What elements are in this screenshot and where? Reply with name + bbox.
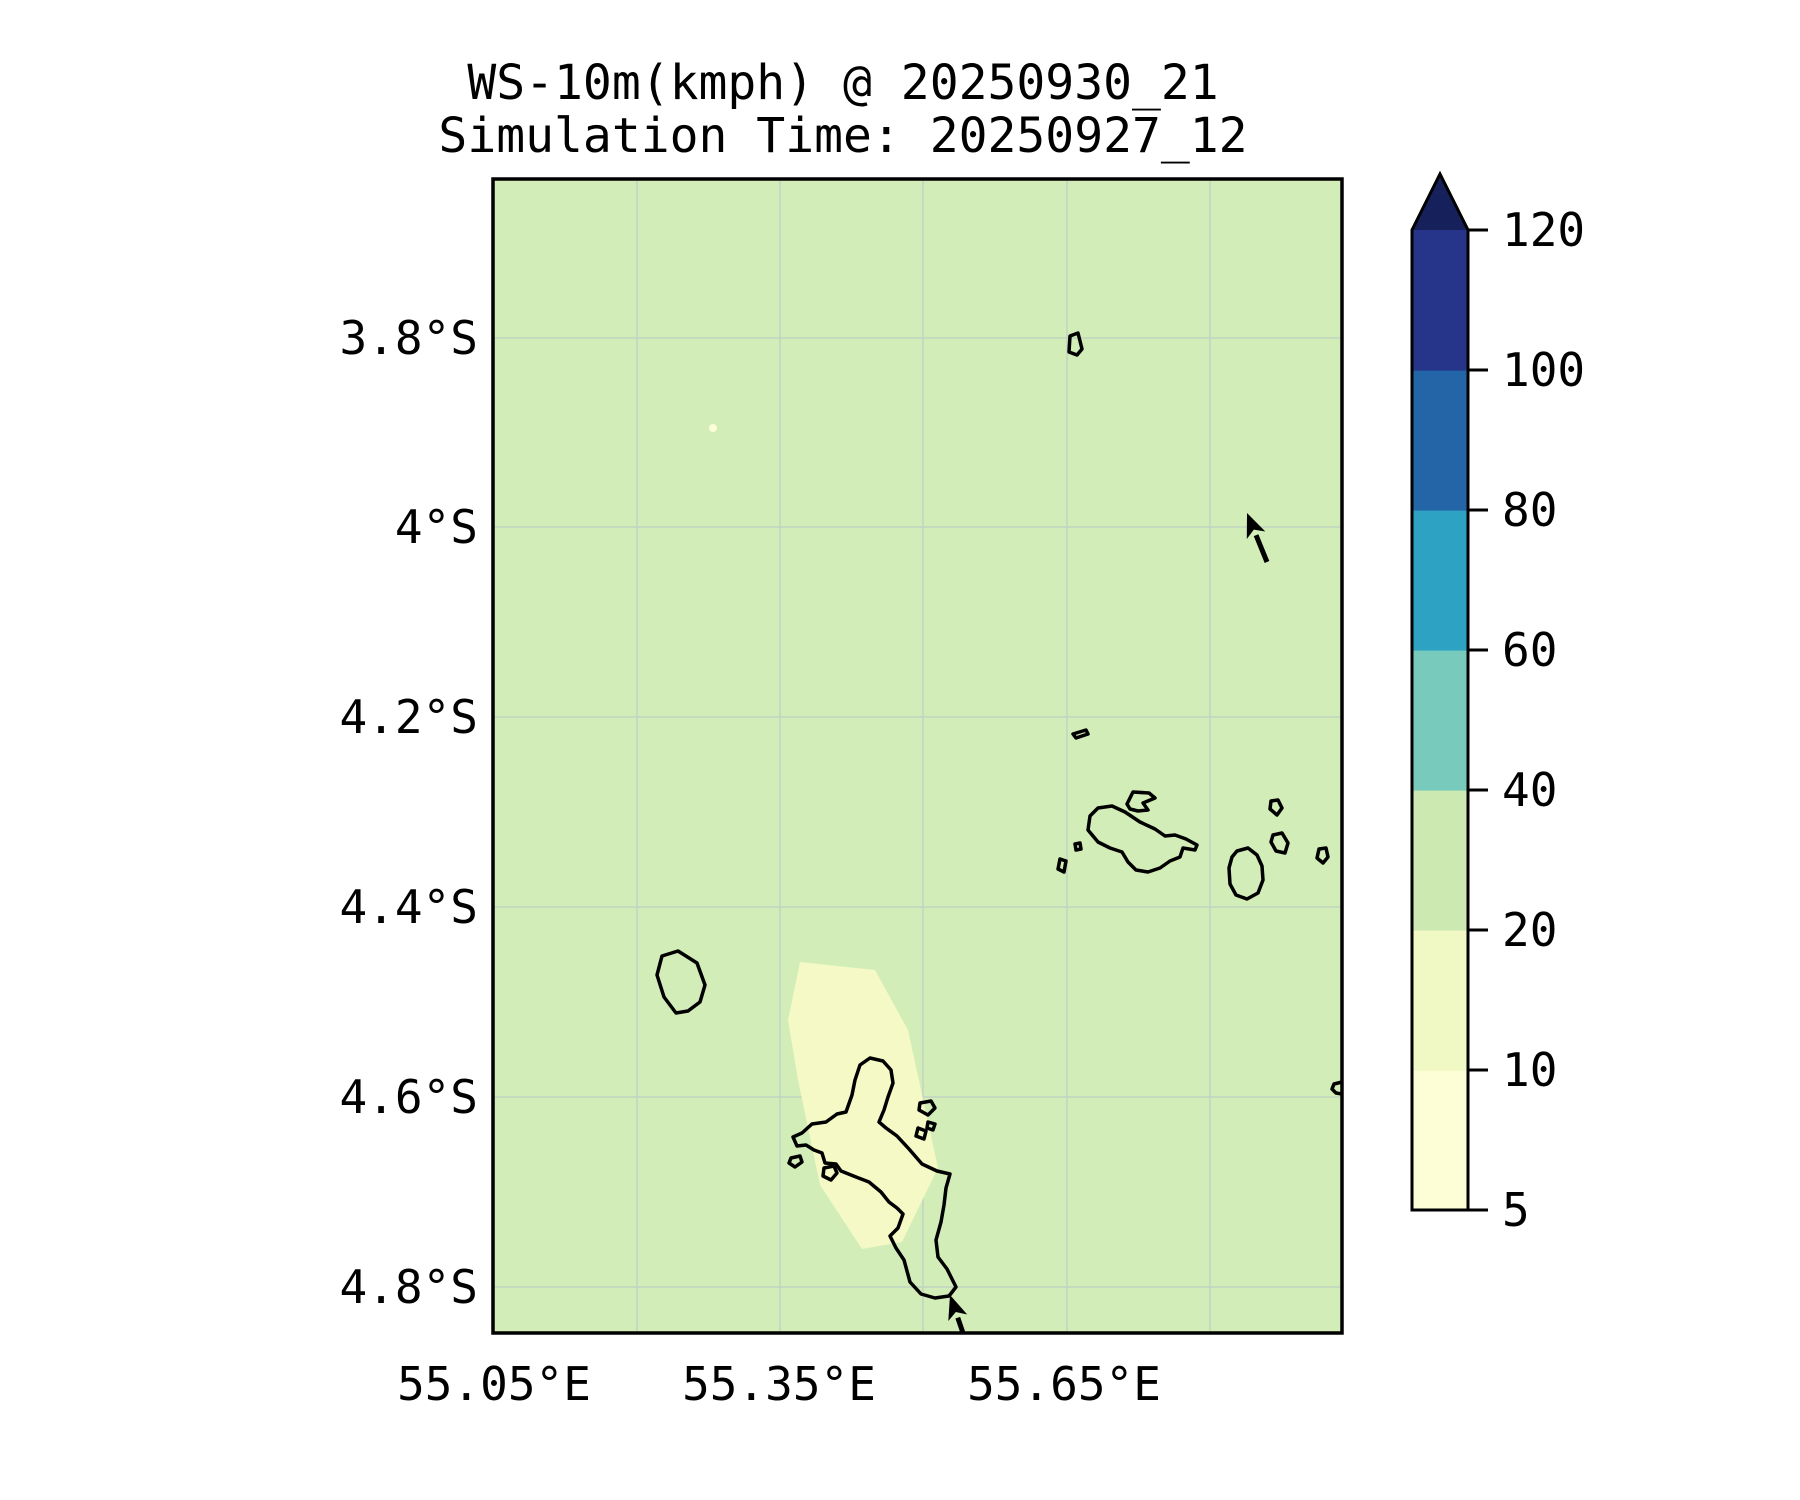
colorbar-segment-100-120 [1412,230,1468,371]
island-st-pierre [1073,841,1083,852]
y-tick-3.8°S: 3.8°S [339,311,478,365]
island-therese [821,1164,839,1182]
colorbar-label-20: 20 [1502,903,1558,957]
island-mahe [791,1056,958,1300]
island-conception [787,1154,804,1169]
wind-arrow-head-1 [948,1295,968,1321]
island-aride [1071,728,1090,740]
colorbar-segment-60-80 [1412,510,1468,651]
island-praslin [1086,804,1199,874]
island-cerf [925,1120,937,1132]
colorbar-label-60: 60 [1502,623,1558,677]
colorbar-label-10: 10 [1502,1043,1558,1097]
calm-spot [709,424,717,432]
y-tick-4°S: 4°S [394,500,478,554]
colorbar-segment-40-60 [1412,650,1468,791]
island-long-island [914,1126,928,1141]
wind-arrow-head-0 [1246,513,1266,539]
island-grande-soeur [1268,798,1284,817]
colorbar-over-arrow [1412,174,1468,230]
island-silhouette [655,949,707,1015]
colorbar-outline [1410,170,1470,1212]
colorbar-label-120: 120 [1502,203,1586,257]
y-tick-4.4°S: 4.4°S [339,880,478,934]
map-border [491,177,1344,1335]
colorbar-segment-80-100 [1412,370,1468,511]
x-tick-55.05°E: 55.05°E [397,1357,591,1411]
colorbar-label-5: 5 [1502,1183,1530,1237]
island-felicite [1269,831,1290,855]
colorbar-label-100: 100 [1502,343,1586,397]
island-cousin [1056,857,1068,874]
island-la-digue [1227,846,1265,901]
plot-title-line1: WS-10m(kmph) @ 20250930_21 [467,55,1219,111]
island-denis [1067,331,1084,357]
island-curieuse [1125,790,1157,813]
colorbar-segment-5-10 [1412,1070,1468,1211]
colorbar-label-40: 40 [1502,763,1558,817]
wind-arrow-shaft-0 [1253,534,1270,563]
x-tick-55.35°E: 55.35°E [682,1357,876,1411]
y-tick-4.2°S: 4.2°S [339,690,478,744]
colorbar-segment-10-20 [1412,930,1468,1071]
y-tick-4.8°S: 4.8°S [339,1260,478,1314]
x-tick-55.65°E: 55.65°E [967,1357,1161,1411]
y-tick-4.6°S: 4.6°S [339,1070,478,1124]
colorbar-segment-20-40 [1412,790,1468,931]
island-marianne [1315,846,1330,865]
wind-arrow-shaft-1 [955,1316,966,1334]
plot-title-line2: Simulation Time: 20250927_12 [438,108,1248,164]
island-ste-anne [917,1099,937,1117]
colorbar-label-80: 80 [1502,483,1558,537]
island-fregate [1330,1080,1343,1096]
